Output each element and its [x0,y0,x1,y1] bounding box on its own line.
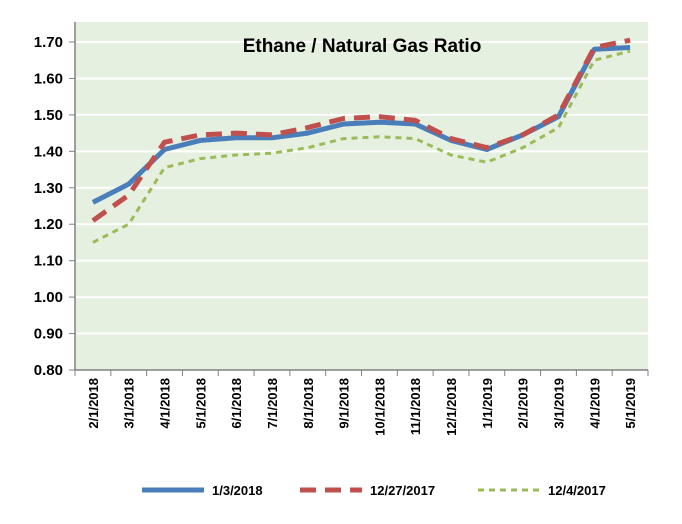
y-tick-label: 0.80 [34,362,63,379]
plot-area [75,22,648,370]
y-tick-label: 1.40 [34,143,63,160]
y-tick-label: 1.10 [34,253,63,270]
x-tick-label: 9/1/2018 [337,378,352,429]
y-tick-label: 0.90 [34,326,63,343]
legend-label: 12/27/2017 [370,483,435,498]
y-tick-label: 1.20 [34,216,63,233]
x-tick-label: 5/1/2019 [623,378,638,429]
y-tick-label: 1.00 [34,289,63,306]
y-tick-label: 1.50 [34,107,63,124]
y-tick-label: 1.70 [34,34,63,51]
x-tick-label: 4/1/2018 [158,378,173,429]
x-tick-label: 5/1/2018 [193,378,208,429]
legend-label: 12/4/2017 [548,483,606,498]
series-line-1 [91,37,631,223]
x-tick-label: 8/1/2018 [301,378,316,429]
x-tick-label: 3/1/2018 [122,378,137,429]
series-line-2 [92,49,631,244]
series-line-0 [91,45,631,205]
x-tick-label: 2/1/2019 [516,378,531,429]
legend-label: 1/3/2018 [212,483,263,498]
x-tick-label: 11/1/2018 [408,378,423,435]
y-tick-label: 1.30 [34,180,63,197]
chart-title: Ethane / Natural Gas Ratio [243,36,482,57]
x-tick-label: 10/1/2018 [372,378,387,436]
x-tick-label: 12/1/2018 [444,378,459,436]
x-tick-label: 6/1/2018 [229,378,244,429]
x-tick-label: 1/1/2019 [480,378,495,429]
x-tick-label: 7/1/2018 [265,378,280,429]
y-tick-label: 1.60 [34,70,63,87]
x-tick-label: 3/1/2019 [551,378,566,429]
x-tick-label: 4/1/2019 [587,378,602,429]
x-tick-label: 2/1/2018 [86,378,101,429]
